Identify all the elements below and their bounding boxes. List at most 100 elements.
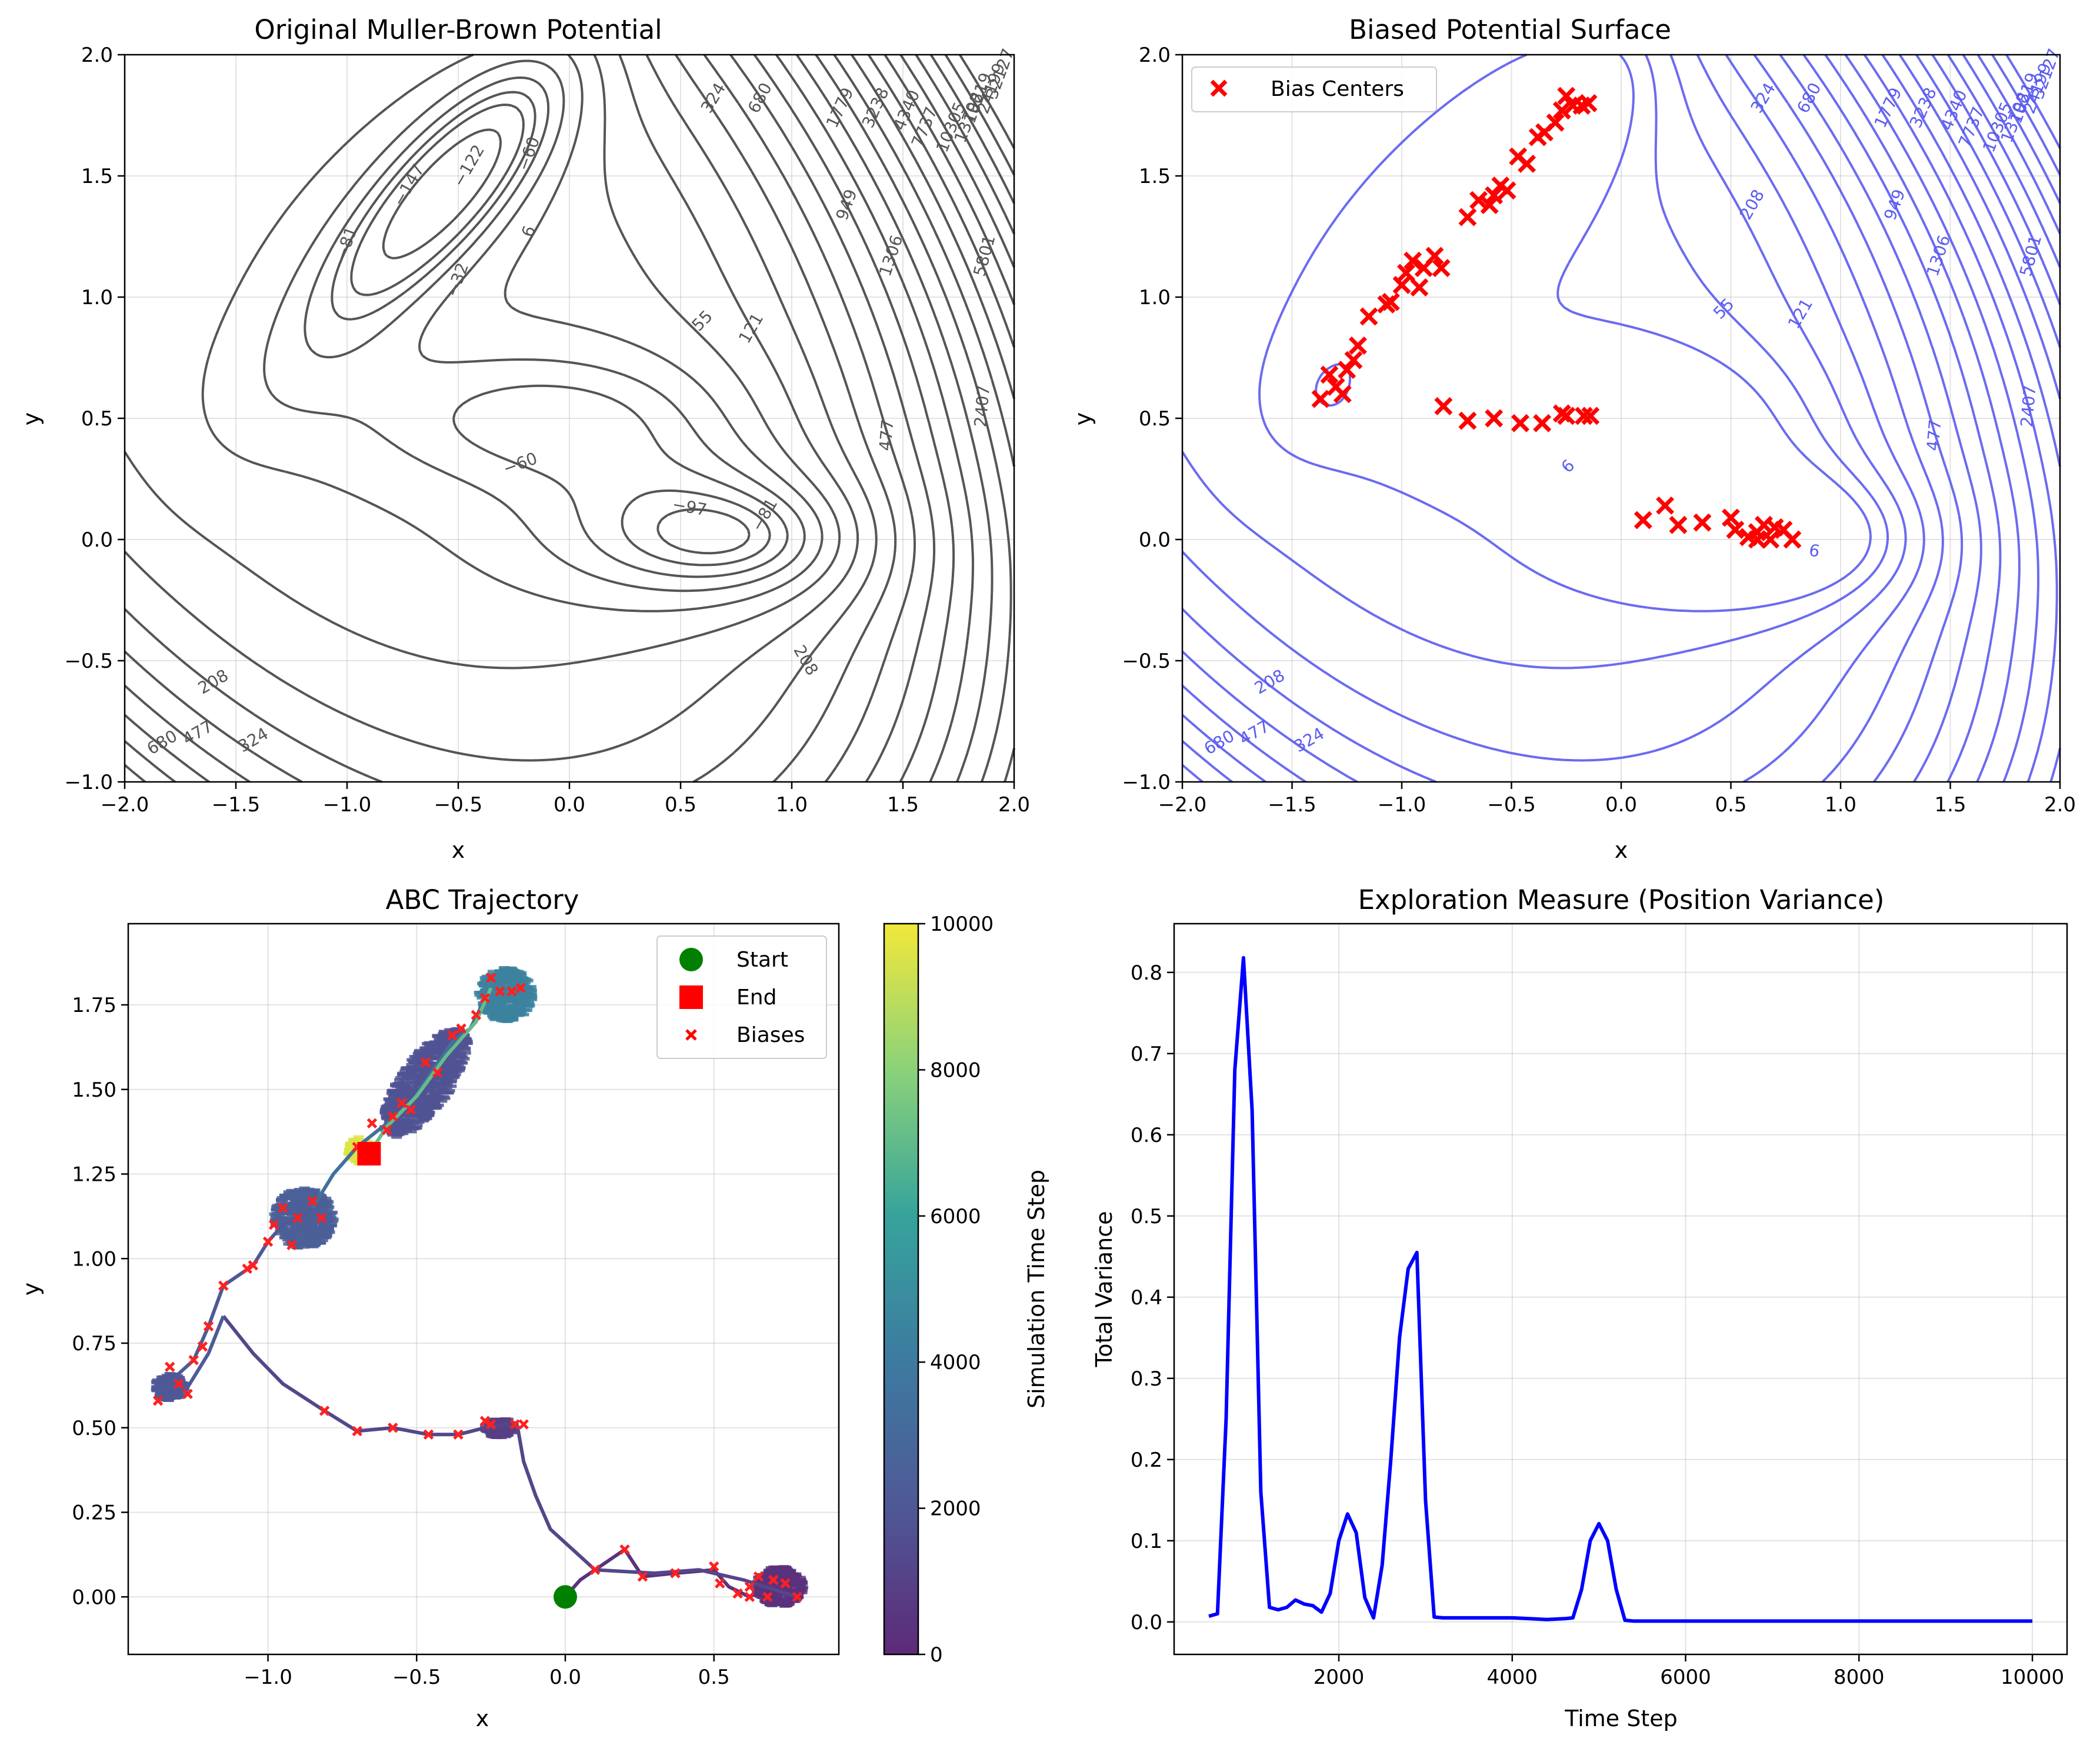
y-tick-label: 1.5 <box>1139 165 1171 188</box>
y-tick-label: 2.0 <box>1139 44 1171 67</box>
bias-center-marker <box>1533 414 1552 432</box>
x-tick-label: 1.5 <box>1934 793 1966 817</box>
colorbar-gradient <box>883 923 919 1656</box>
biased-potential-panel: Biased Potential Surface 324 680 1779 32384… <box>1070 14 2076 863</box>
bias-center-marker <box>1498 181 1516 200</box>
variance-series <box>1208 956 2032 1623</box>
contour-level <box>124 54 878 783</box>
bias-marker <box>188 1354 199 1366</box>
contour-level <box>124 54 916 783</box>
y-tick-label: 0.0 <box>81 528 113 552</box>
bias-marker <box>479 993 491 1004</box>
colorbar-label: Simulation Time Step <box>1024 1170 1049 1408</box>
colorbar: 0 2000 4000 6000 8000 10000 Simulation Time S… <box>883 913 1049 1667</box>
contour-level <box>815 54 1012 782</box>
x-tick-label: 2.0 <box>2044 793 2076 817</box>
x-axis-label: x <box>1615 837 1628 863</box>
bias-center-marker <box>1722 508 1740 527</box>
start-end-markers <box>357 1142 577 1609</box>
bias-center-marker <box>1552 101 1571 120</box>
bias-center-marker <box>1410 278 1429 297</box>
legend-label-end: End <box>736 985 776 1010</box>
bias-marker <box>732 1588 743 1599</box>
y-tick-label: 0.1 <box>1131 1530 1162 1553</box>
contour-level <box>124 54 859 762</box>
colorbar-tick-label: 0 <box>930 1643 943 1667</box>
bias-marker <box>471 1010 482 1021</box>
bias-center-marker <box>1634 511 1652 530</box>
axis-ticks: −1.0 −0.5 0.0 0.5 0.00 0.25 0.50 0.75 1.00 1.25 1.… <box>72 994 729 1689</box>
bias-marker <box>242 1263 252 1274</box>
bias-marker <box>197 1341 208 1352</box>
bias-marker <box>396 1097 407 1108</box>
legend-end-marker <box>679 985 703 1009</box>
bias-markers <box>152 973 803 1603</box>
contour-level <box>201 54 824 612</box>
contour-level <box>1181 54 1907 762</box>
panel-title: Original Muller-Brown Potential <box>254 14 662 45</box>
bias-center-marker <box>1581 407 1600 425</box>
legend-label-start: Start <box>736 948 788 972</box>
panel-title: Exploration Measure (Position Variance) <box>1358 884 1885 915</box>
bias-marker <box>388 1422 398 1433</box>
y-tick-label: 0.3 <box>1131 1367 1162 1391</box>
y-axis-label: y <box>18 1283 44 1296</box>
contour-level <box>1181 54 1982 783</box>
colorbar-ticks: 0 2000 4000 6000 8000 10000 <box>918 913 994 1667</box>
bias-marker <box>518 1419 529 1430</box>
legend-label-bias-centers: Bias Centers <box>1271 77 1404 101</box>
contour-level <box>331 91 771 567</box>
x-tick-label: −1.0 <box>323 793 372 817</box>
bias-center-marker <box>1425 247 1444 265</box>
bias-center-marker <box>1432 259 1451 278</box>
x-tick-label: −0.5 <box>392 1666 441 1689</box>
y-tick-label: 0.5 <box>81 407 113 431</box>
bias-center-marker <box>1518 154 1536 173</box>
axes-frame <box>127 923 840 1656</box>
bias-center-marker <box>1348 336 1367 355</box>
bias-center-marker <box>1485 186 1504 205</box>
y-tick-label: −1.0 <box>1122 771 1171 794</box>
y-axis-label: Total Variance <box>1091 1211 1117 1368</box>
y-tick-label: 0.5 <box>1139 407 1171 431</box>
x-tick-label: −0.5 <box>1487 793 1536 817</box>
variance-line <box>1208 956 2032 1623</box>
contour-level <box>1181 54 1925 783</box>
contour-level <box>915 54 1015 235</box>
bias-marker <box>456 1023 466 1034</box>
panel-title: Biased Potential Surface <box>1349 14 1671 45</box>
contour-level <box>1881 54 2061 782</box>
y-tick-label: 0.0 <box>1139 528 1171 552</box>
y-tick-label: 1.25 <box>72 1163 116 1187</box>
bias-center-marker <box>1320 365 1339 384</box>
bias-marker <box>744 1591 755 1603</box>
bias-center-marker <box>1458 411 1477 430</box>
x-axis-label: x <box>452 837 465 863</box>
bias-marker <box>366 1118 378 1129</box>
x-axis-label: x <box>476 1706 489 1731</box>
start-marker <box>553 1585 577 1609</box>
legend-label-biases: Biases <box>736 1023 805 1047</box>
bias-marker <box>352 1426 362 1437</box>
bias-marker <box>420 1057 431 1068</box>
bias-marker <box>203 1321 214 1332</box>
x-tick-label: 0.0 <box>554 793 585 817</box>
bias-marker <box>708 1561 719 1572</box>
grid <box>1174 924 2067 1654</box>
bias-center-marker <box>1396 264 1415 282</box>
y-tick-label: 0.7 <box>1131 1043 1162 1066</box>
legend-start-marker <box>679 948 703 971</box>
x-tick-label: 0.5 <box>698 1666 730 1689</box>
x-tick-label: 2000 <box>1314 1666 1365 1689</box>
contour-level <box>1991 54 2061 176</box>
bias-center-marker <box>1546 113 1565 132</box>
contour-level <box>1181 54 1889 670</box>
bias-marker <box>432 1067 443 1078</box>
bias-center-marker <box>1748 530 1766 549</box>
contour-level <box>1181 54 1964 783</box>
x-tick-label: −1.0 <box>1378 793 1426 817</box>
contour-level <box>1181 54 2021 783</box>
bias-marker <box>152 1395 164 1406</box>
bias-center-marker <box>1434 397 1453 415</box>
